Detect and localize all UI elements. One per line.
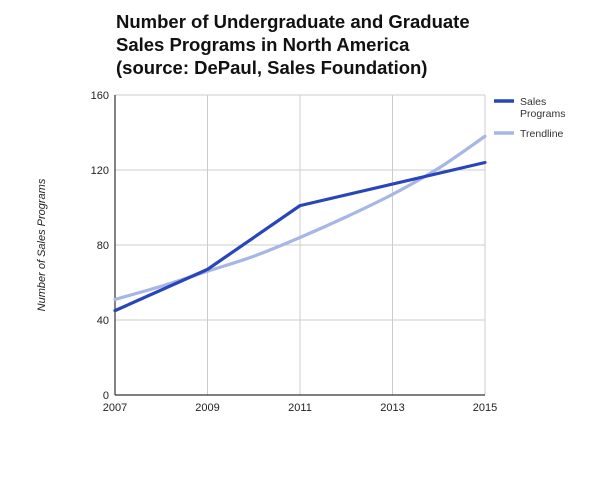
x-tick-label: 2011 bbox=[288, 402, 312, 414]
y-axis-label: Number of Sales Programs bbox=[36, 178, 48, 311]
grid bbox=[114, 94, 486, 396]
axes bbox=[114, 95, 485, 396]
chart-title-line-2: Sales Programs in North America bbox=[116, 34, 410, 55]
tick-labels: 2007 2009 2011 2013 2015 0 40 80 120 160 bbox=[91, 90, 498, 414]
chart-title: Number of Undergraduate and Graduate Sal… bbox=[116, 10, 496, 79]
x-tick-label: 2007 bbox=[103, 402, 127, 414]
series-line-sales-programs bbox=[113, 160, 487, 313]
chart-title-line-1: Number of Undergraduate and Graduate bbox=[116, 11, 470, 32]
chart-title-line-3: (source: DePaul, Sales Foundation) bbox=[116, 57, 428, 78]
y-tick-label: 0 bbox=[103, 390, 109, 402]
legend-label: Programs bbox=[520, 108, 566, 120]
y-tick-label: 160 bbox=[91, 90, 109, 102]
legend-label: Sales bbox=[520, 96, 546, 108]
y-tick-label: 80 bbox=[97, 240, 109, 252]
series-lines bbox=[113, 134, 487, 313]
x-tick-label: 2013 bbox=[380, 402, 404, 414]
y-tick-label: 120 bbox=[91, 165, 109, 177]
legend-label: Trendline bbox=[520, 128, 564, 140]
x-tick-label: 2015 bbox=[473, 402, 497, 414]
x-tick-label: 2009 bbox=[195, 402, 219, 414]
y-tick-label: 40 bbox=[97, 315, 109, 327]
